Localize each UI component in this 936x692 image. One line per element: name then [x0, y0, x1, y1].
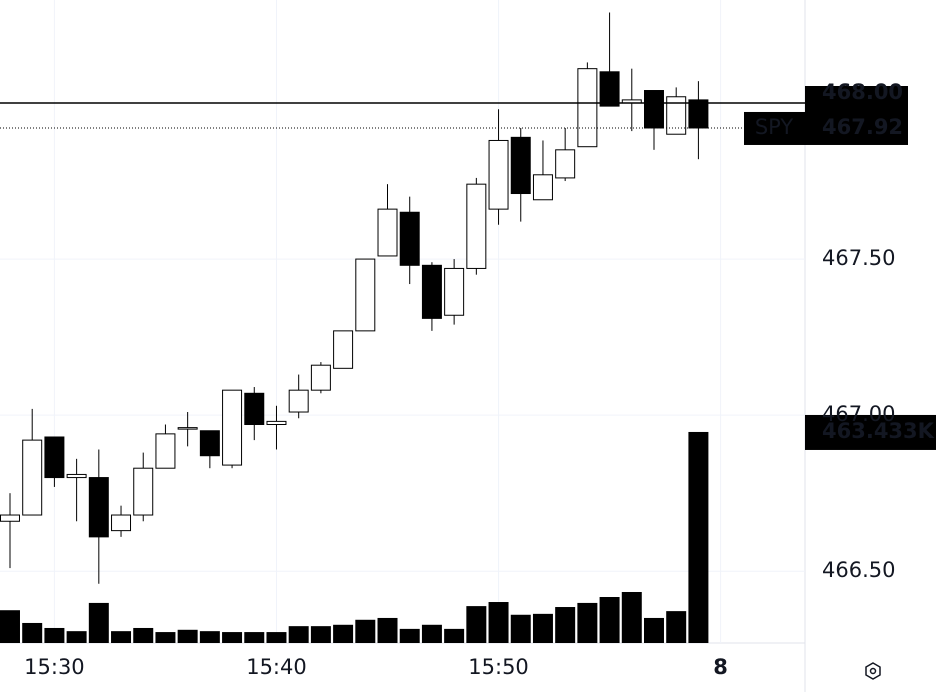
volume-label-box — [805, 414, 936, 450]
volume-bar — [22, 622, 43, 643]
volume-label: 463.433K — [822, 419, 935, 443]
candle-body — [266, 420, 287, 426]
volume-bar — [399, 628, 420, 643]
candle-body — [155, 433, 176, 469]
volume-bar — [88, 602, 109, 643]
x-tick-label: 8 — [713, 655, 728, 679]
candle-body — [532, 174, 553, 201]
candle-body — [222, 389, 243, 466]
axis-layer: 466.50 467.00 467.50 15:30 15:40 15:50 8 — [24, 246, 895, 679]
volume-layer — [0, 431, 709, 643]
volume-bar — [466, 606, 487, 643]
volume-bar — [666, 611, 687, 643]
volume-bar — [244, 632, 265, 643]
last-price-label-box — [805, 111, 908, 145]
candle-body — [244, 392, 265, 426]
price-lines: 468.00 SPY 467.92 463.433K — [0, 80, 936, 450]
candle-body — [333, 330, 354, 369]
volume-bar — [621, 591, 642, 643]
volume-bar — [555, 607, 576, 643]
volume-bar — [44, 627, 65, 643]
y-tick-label: 466.50 — [822, 558, 895, 582]
volume-bar — [688, 431, 709, 643]
candle-body — [377, 208, 398, 257]
volume-bar — [599, 597, 620, 643]
x-tick-label: 15:50 — [468, 655, 529, 679]
symbol-label: SPY — [755, 115, 794, 139]
candle-body — [133, 467, 154, 516]
candle-body — [577, 68, 598, 148]
candle-body — [466, 183, 487, 269]
candle-body — [355, 258, 376, 332]
y-tick-label: 467.50 — [822, 246, 895, 270]
volume-bar — [377, 617, 398, 643]
y-tick-label: 467.00 — [822, 402, 895, 426]
volume-bar — [0, 610, 20, 643]
volume-bar — [310, 626, 331, 643]
candle-body — [666, 96, 687, 135]
x-tick-label: 15:30 — [24, 655, 85, 679]
candle-body — [421, 264, 442, 319]
candle-body — [644, 90, 664, 129]
volume-bar — [488, 602, 509, 643]
candle-body — [88, 477, 109, 538]
candle-body — [688, 99, 709, 129]
volume-bar — [355, 619, 376, 643]
volume-bar — [199, 631, 220, 643]
settings-icon[interactable] — [865, 662, 881, 680]
candle-body — [444, 267, 465, 316]
x-tick-label: 15:40 — [246, 655, 307, 679]
volume-bar — [222, 632, 243, 643]
volume-bar — [133, 627, 154, 643]
volume-bar — [288, 626, 309, 643]
volume-bar — [66, 631, 87, 643]
volume-bar — [510, 614, 531, 643]
volume-bar — [155, 632, 176, 643]
volume-bar — [177, 629, 198, 643]
candle-body — [599, 71, 620, 107]
last-price-label: 467.92 — [822, 115, 903, 139]
candle-body — [199, 430, 220, 457]
volume-bar — [111, 631, 132, 643]
candle-body — [288, 389, 309, 413]
candle-body — [111, 514, 132, 532]
candle-body — [310, 364, 331, 391]
volume-bar — [333, 624, 354, 643]
candle-body — [44, 436, 65, 479]
volume-bar — [577, 602, 598, 643]
candle-body — [510, 136, 531, 195]
price-line-label: 468.00 — [822, 80, 903, 104]
volume-bar — [444, 628, 465, 643]
candle-body — [22, 439, 43, 516]
volume-bar — [644, 617, 664, 643]
candle-body — [399, 211, 420, 266]
volume-bar — [532, 613, 553, 643]
candle-layer — [0, 12, 709, 584]
candle-body — [0, 514, 20, 522]
volume-bar — [421, 624, 442, 643]
symbol-label-box — [744, 111, 805, 145]
candle-body — [177, 427, 198, 430]
candle-body — [66, 473, 87, 479]
candle-body — [555, 149, 576, 179]
candle-body — [488, 139, 509, 210]
volume-bar — [266, 632, 287, 643]
